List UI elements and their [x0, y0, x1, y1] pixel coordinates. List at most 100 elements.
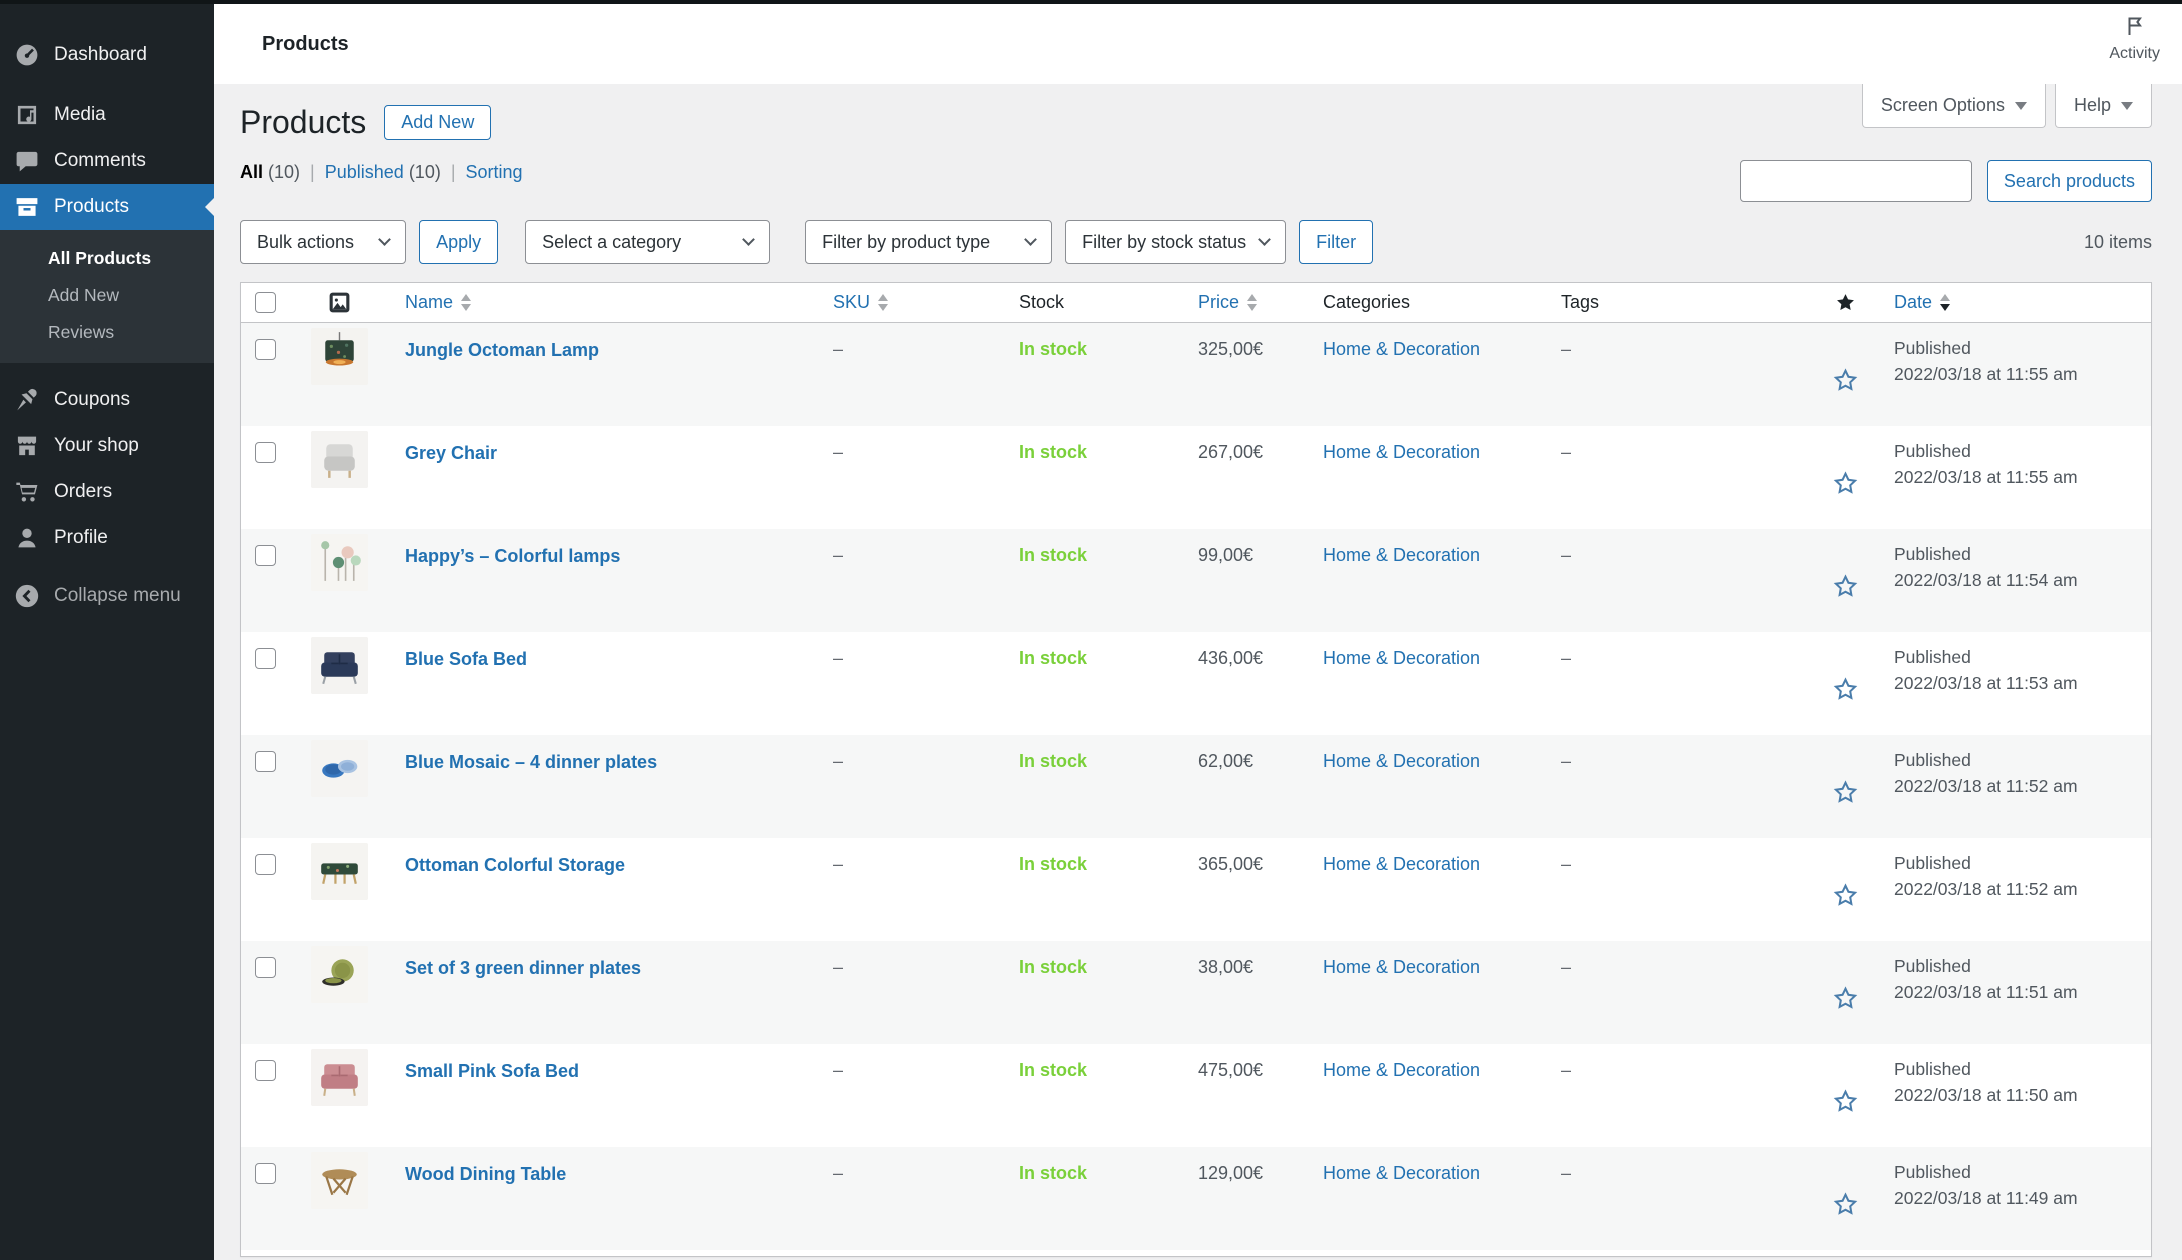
sidebar-item-your-shop[interactable]: Your shop [0, 423, 214, 469]
filter-button[interactable]: Filter [1299, 220, 1374, 264]
category-link[interactable]: Home & Decoration [1323, 854, 1481, 874]
product-thumbnail[interactable] [310, 534, 368, 591]
column-header-price[interactable]: Price [1182, 289, 1307, 316]
bulk-actions-select[interactable]: Bulk actions [240, 220, 407, 264]
stock-status-filter-select[interactable]: Filter by stock status [1065, 220, 1287, 264]
row-checkbox[interactable] [255, 339, 276, 360]
table-header-row: Name SKU Stock Price Categories Tags Date [241, 283, 2151, 323]
category-link[interactable]: Home & Decoration [1323, 751, 1481, 771]
sidebar-item-media[interactable]: Media [0, 92, 214, 138]
product-name-link[interactable]: Jungle Octoman Lamp [405, 340, 600, 360]
row-checkbox[interactable] [255, 751, 276, 772]
product-type-filter-select[interactable]: Filter by product type [805, 220, 1053, 264]
sidebar-item-profile[interactable]: Profile [0, 515, 214, 561]
product-name-link[interactable]: Blue Sofa Bed [405, 649, 528, 669]
row-categories-cell: Home & Decoration [1307, 735, 1545, 838]
product-thumbnail[interactable] [310, 1152, 368, 1209]
product-thumbnail[interactable] [310, 740, 368, 797]
apply-button[interactable]: Apply [419, 220, 499, 264]
row-stock-cell: In stock [1003, 1044, 1182, 1147]
stock-status-badge: In stock [1019, 545, 1088, 565]
product-thumbnail[interactable] [310, 328, 368, 385]
column-header-date[interactable]: Date [1878, 289, 2151, 316]
category-link[interactable]: Home & Decoration [1323, 957, 1481, 977]
screen-options-label: Screen Options [1880, 95, 2005, 115]
view-published[interactable]: Published [324, 162, 404, 182]
category-link[interactable]: Home & Decoration [1323, 1060, 1481, 1080]
column-header-sku[interactable]: SKU [817, 289, 1003, 316]
product-thumbnail[interactable] [310, 843, 368, 900]
product-name-link[interactable]: Small Pink Sofa Bed [405, 1061, 580, 1081]
sidebar-item-dashboard[interactable]: Dashboard [0, 32, 214, 78]
search-products-button[interactable]: Search products [1986, 160, 2152, 202]
category-filter-select[interactable]: Select a category [525, 220, 771, 264]
featured-star-toggle[interactable] [1832, 1161, 1859, 1250]
row-checkbox[interactable] [255, 442, 276, 463]
featured-star-toggle[interactable] [1832, 852, 1859, 941]
screen-options-button[interactable]: Screen Options [1861, 84, 2046, 128]
search-products-input[interactable] [1739, 160, 1972, 202]
category-link[interactable]: Home & Decoration [1323, 1163, 1481, 1183]
view-all[interactable]: All [240, 162, 264, 182]
product-name-link[interactable]: Wood Dining Table [405, 1164, 567, 1184]
sidebar-subitem-all-products[interactable]: All Products [48, 248, 152, 268]
column-label-tags: Tags [1561, 292, 1600, 312]
product-name-link[interactable]: Set of 3 green dinner plates [405, 958, 642, 978]
activity-button[interactable]: Activity [2109, 14, 2160, 63]
row-checkbox[interactable] [255, 545, 276, 566]
product-name-link[interactable]: Ottoman Colorful Storage [405, 855, 625, 875]
collapse-menu-button[interactable]: Collapse menu [0, 573, 214, 619]
row-featured-cell [1812, 735, 1878, 838]
category-link[interactable]: Home & Decoration [1323, 339, 1481, 359]
sidebar-item-products[interactable]: Products [0, 184, 214, 230]
chevron-down-icon [1258, 233, 1272, 246]
product-thumbnail[interactable] [310, 1049, 368, 1106]
sidebar-item-orders[interactable]: Orders [0, 469, 214, 515]
product-thumbnail[interactable] [310, 637, 368, 694]
product-thumbnail[interactable] [310, 431, 368, 488]
dashboard-icon [14, 42, 40, 68]
product-name-link[interactable]: Blue Mosaic – 4 dinner plates [405, 752, 658, 772]
featured-star-toggle[interactable] [1832, 646, 1859, 735]
help-button[interactable]: Help [2054, 84, 2152, 128]
product-name-link[interactable]: Happy’s – Colorful lamps [405, 546, 621, 566]
select-all-checkbox[interactable] [255, 292, 276, 313]
row-price-cell: 62,00€ [1198, 751, 1254, 771]
column-label-date: Date [1894, 292, 1933, 312]
sidebar-subitem-add-new[interactable]: Add New [48, 285, 120, 305]
row-checkbox[interactable] [255, 1060, 276, 1081]
row-stock-cell: In stock [1003, 1147, 1182, 1250]
row-checkbox[interactable] [255, 648, 276, 669]
category-link[interactable]: Home & Decoration [1323, 648, 1481, 668]
featured-star-toggle[interactable] [1832, 543, 1859, 632]
shop-icon [14, 433, 40, 459]
row-image-cell [289, 1147, 389, 1250]
sidebar-item-coupons[interactable]: Coupons [0, 377, 214, 423]
column-header-name[interactable]: Name [389, 289, 817, 316]
sort-arrows-icon [1247, 289, 1258, 316]
view-separator: | [310, 162, 315, 182]
post-status-label: Published [1894, 956, 1971, 976]
featured-star-toggle[interactable] [1832, 1058, 1859, 1147]
featured-star-toggle[interactable] [1832, 337, 1859, 426]
product-thumbnail[interactable] [310, 946, 368, 1003]
featured-star-toggle[interactable] [1832, 749, 1859, 838]
featured-star-toggle[interactable] [1832, 955, 1859, 1044]
row-categories-cell: Home & Decoration [1307, 1044, 1545, 1147]
sidebar-subitem-reviews[interactable]: Reviews [48, 322, 115, 342]
row-checkbox[interactable] [255, 957, 276, 978]
star-outline-icon [1832, 779, 1859, 809]
row-date-cell: Published 2022/03/18 at 11:50 am [1878, 1044, 2151, 1147]
product-name-link[interactable]: Grey Chair [405, 443, 498, 463]
row-checkbox[interactable] [255, 854, 276, 875]
add-new-button[interactable]: Add New [384, 104, 492, 140]
view-sorting[interactable]: Sorting [465, 162, 523, 182]
category-link[interactable]: Home & Decoration [1323, 442, 1481, 462]
category-link[interactable]: Home & Decoration [1323, 545, 1481, 565]
row-featured-cell [1812, 323, 1878, 426]
view-published-count: (10) [408, 162, 441, 182]
sidebar-item-comments[interactable]: Comments [0, 138, 214, 184]
featured-star-toggle[interactable] [1832, 440, 1859, 529]
row-checkbox[interactable] [255, 1163, 276, 1184]
row-tags-cell: – [1561, 751, 1572, 771]
